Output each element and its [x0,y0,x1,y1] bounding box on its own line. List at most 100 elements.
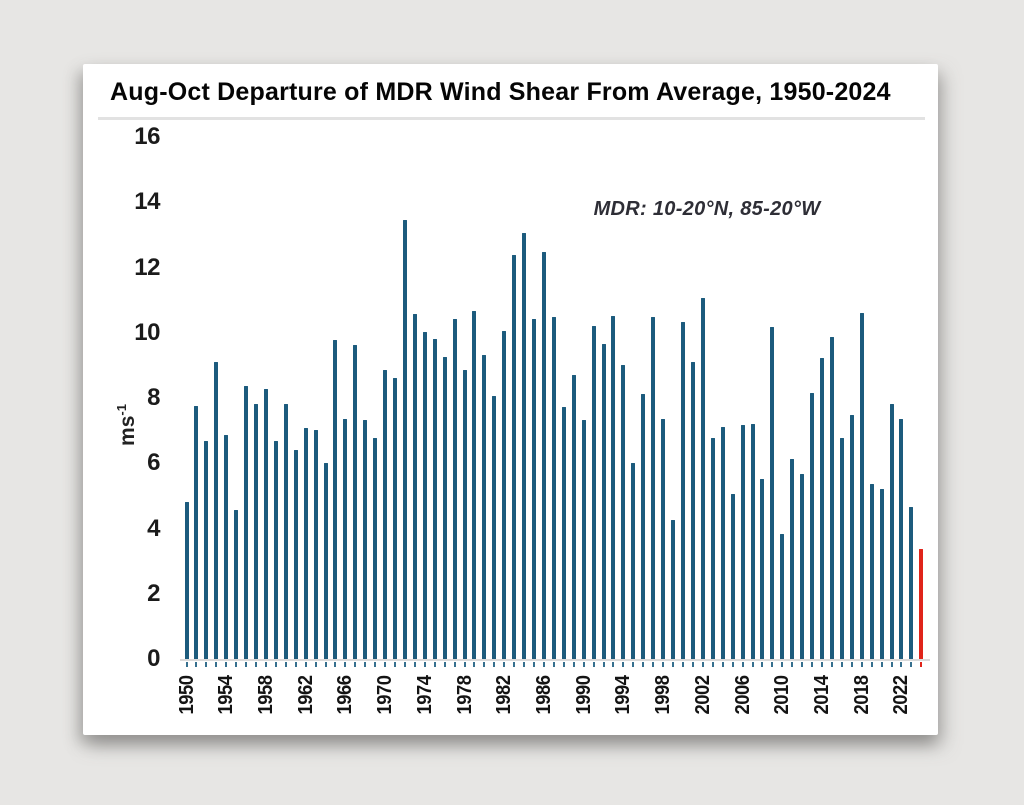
x-axis-label-1962: 1962 [294,675,317,715]
bar-1959 [273,441,278,660]
bar-1963 [313,430,318,660]
x-axis-label-2006: 2006 [731,675,754,715]
title-divider [98,117,925,120]
x-axis-label-1950: 1950 [175,675,198,715]
x-tick-1956 [245,662,248,667]
bar-2005 [730,493,735,660]
x-tick-2006 [741,662,744,667]
bar-2004 [720,426,725,660]
x-tick-1983 [513,662,516,667]
x-tick-1961 [294,662,297,667]
bar-1989 [571,374,576,660]
bar-1955 [234,509,239,660]
bar-1984 [522,232,527,660]
x-tick-1993 [612,662,615,667]
x-tick-2022 [900,662,903,667]
x-tick-1972 [403,662,406,667]
x-axis-label-1998: 1998 [652,675,675,715]
x-tick-1965 [334,662,337,667]
x-tick-2004 [721,662,724,667]
bar-1970 [383,369,388,660]
bar-1995 [631,462,636,660]
x-axis-label-2002: 2002 [691,675,714,715]
x-tick-2000 [682,662,684,667]
x-tick-1975 [433,662,436,667]
x-tick-2015 [830,662,833,667]
bar-1988 [561,407,566,660]
bar-2017 [849,415,854,660]
bar-2012 [800,474,805,660]
bar-1986 [541,252,546,660]
bar-1957 [254,403,258,660]
bar-1996 [641,394,646,660]
bar-1987 [551,317,556,660]
y-axis-label-16: 16 [134,123,160,150]
x-tick-1977 [453,662,456,667]
x-tick-1950 [185,662,188,667]
x-tick-1966 [344,662,347,667]
x-tick-1957 [255,662,257,667]
x-tick-1959 [274,662,277,667]
y-axis-label-14: 14 [134,188,160,216]
x-tick-1978 [463,662,466,667]
bar-1954 [224,434,229,660]
bar-2018 [859,312,864,660]
x-tick-2012 [801,662,804,667]
x-tick-1985 [533,662,536,667]
bar-1969 [373,438,378,660]
x-tick-1976 [443,662,446,667]
x-tick-2017 [850,662,853,667]
chart-panel: Aug-Oct Departure of MDR Wind Shear From… [83,64,938,735]
bar-plot-area [180,138,930,660]
bar-1981 [492,395,497,660]
x-tick-1981 [493,662,496,667]
x-tick-1952 [205,662,208,667]
bar-2020 [879,488,884,660]
bar-1958 [263,389,268,660]
bar-2019 [869,483,874,660]
x-tick-1964 [324,662,327,667]
x-tick-2003 [711,662,714,667]
bar-2022 [899,418,904,660]
x-tick-1973 [413,662,416,667]
bar-1966 [343,418,348,660]
y-axis-label-8: 8 [147,384,160,411]
y-axis-label-10: 10 [134,318,160,346]
x-tick-1990 [582,662,585,667]
x-tick-2023 [910,662,913,667]
bar-1982 [502,330,507,660]
bar-1968 [363,420,368,660]
x-tick-1992 [602,662,605,667]
x-axis-label-1970: 1970 [374,675,397,715]
x-axis-label-2018: 2018 [850,675,873,715]
bar-1971 [393,377,398,660]
bar-2014 [820,358,825,660]
x-tick-1982 [503,662,506,667]
bar-2003 [710,438,715,660]
x-axis-label-1966: 1966 [334,675,357,715]
bar-2007 [750,423,755,660]
x-tick-1994 [622,662,625,667]
y-axis-label-4: 4 [147,514,160,542]
x-axis-label-1994: 1994 [612,675,635,715]
x-tick-1955 [235,662,238,667]
x-tick-1986 [542,662,545,667]
x-tick-1999 [672,662,675,667]
x-tick-1980 [483,662,486,667]
x-tick-2008 [761,662,764,667]
x-tick-1967 [354,662,357,667]
bar-2008 [760,478,765,660]
x-tick-2021 [890,662,893,667]
bar-1962 [303,428,308,660]
x-tick-1979 [473,662,476,667]
bar-2010 [780,534,785,660]
bar-1973 [412,314,417,660]
chart-title: Aug-Oct Departure of MDR Wind Shear From… [110,78,891,106]
x-tick-1996 [642,662,645,667]
x-tick-1963 [314,662,317,667]
bar-1985 [532,319,537,660]
y-axis-unit-base: ms [116,415,139,446]
bar-2011 [790,459,795,660]
x-axis-label-2014: 2014 [811,675,834,715]
x-tick-2001 [691,662,694,667]
